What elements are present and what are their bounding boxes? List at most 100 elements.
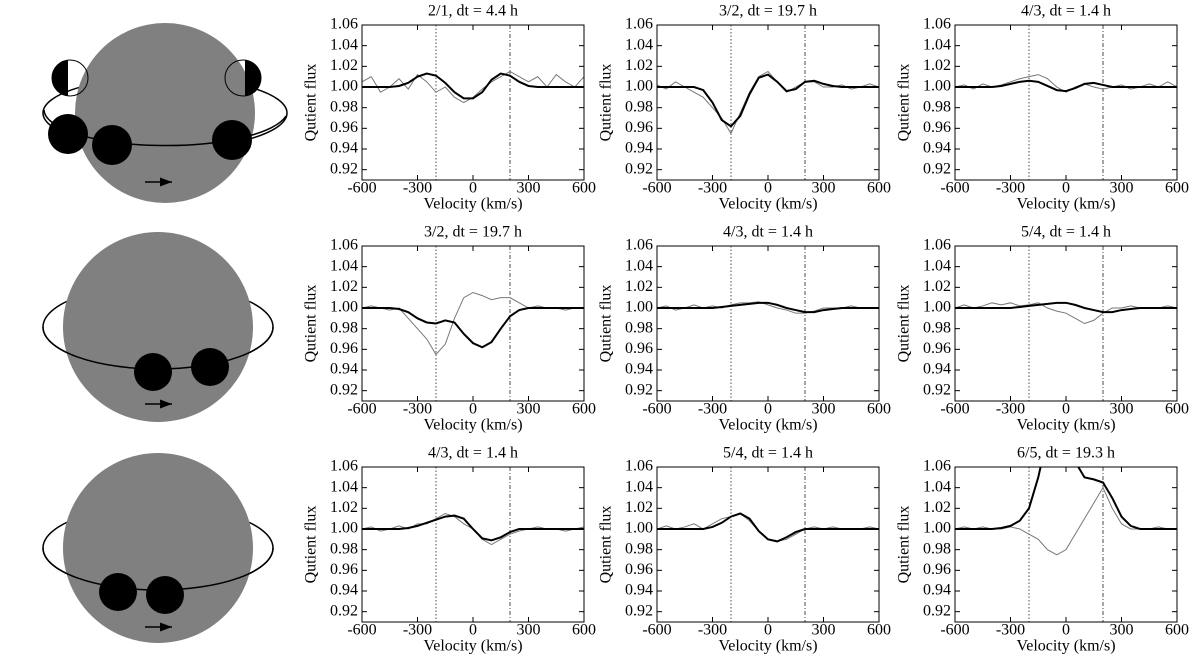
chart-title: 4/3, dt = 1.4 h: [428, 445, 518, 462]
y-tick-label: 0.92: [625, 381, 653, 398]
y-axis-label: Qutient flux: [896, 285, 913, 363]
y-tick-label: 1.00: [330, 78, 358, 95]
y-tick-label: 0.94: [625, 140, 653, 157]
chart-title: 5/4, dt = 1.4 h: [1021, 224, 1111, 241]
x-tick-label: 600: [1165, 180, 1189, 197]
plot-frame: [954, 245, 1178, 402]
y-tick-label: 0.96: [923, 561, 951, 578]
x-tick-label: -600: [940, 401, 969, 418]
y-tick-label: 1.06: [330, 16, 358, 33]
x-tick-label: -300: [996, 401, 1025, 418]
x-tick-label: 0: [764, 180, 772, 197]
y-tick-label: 1.04: [330, 478, 358, 495]
y-tick-label: 0.96: [625, 340, 653, 357]
x-tick-label: -300: [996, 180, 1025, 197]
x-tick-label: -300: [698, 401, 727, 418]
x-tick-label: 600: [572, 401, 596, 418]
x-tick-label: 0: [1062, 180, 1070, 197]
y-tick-label: 0.98: [625, 319, 653, 336]
y-tick-label: 0.94: [923, 582, 951, 599]
y-tick-label: 0.98: [625, 98, 653, 115]
x-tick-label: 300: [812, 401, 836, 418]
y-tick-label: 0.94: [330, 140, 358, 157]
plot-frame: [656, 466, 880, 623]
y-axis-label: Qutient flux: [303, 64, 320, 142]
x-tick-label: -600: [347, 622, 376, 639]
y-tick-label: 1.06: [625, 16, 653, 33]
chart-title: 2/1, dt = 4.4 h: [428, 3, 518, 20]
y-tick-label: 0.94: [330, 361, 358, 378]
y-axis-label: Qutient flux: [303, 285, 320, 363]
y-tick-label: 1.00: [923, 520, 951, 537]
y-tick-label: 1.06: [330, 237, 358, 254]
x-tick-label: -600: [940, 180, 969, 197]
x-axis-label: Velocity (km/s): [718, 417, 817, 434]
chart-title: 6/5, dt = 19.3 h: [1017, 445, 1115, 462]
chart-panel: 5/4, dt = 1.4 h Velocity (km/s) Qutient fl…: [598, 445, 891, 655]
y-tick-label: 1.02: [625, 57, 653, 74]
y-tick-label: 0.98: [330, 540, 358, 557]
y-axis-label: Qutient flux: [598, 506, 615, 584]
data-line: [657, 512, 879, 542]
y-tick-label: 1.04: [330, 257, 358, 274]
y-tick-label: 1.00: [923, 78, 951, 95]
y-axis-label: Qutient flux: [896, 506, 913, 584]
star-diagram: [42, 232, 274, 422]
x-tick-label: 600: [572, 622, 596, 639]
y-tick-label: 1.02: [923, 57, 951, 74]
data-line: [955, 486, 1177, 556]
y-tick-label: 1.06: [625, 458, 653, 475]
y-tick-label: 1.00: [625, 78, 653, 95]
chart-title: 4/3, dt = 1.4 h: [723, 224, 813, 241]
data-line: [362, 307, 584, 349]
y-tick-label: 0.92: [625, 160, 653, 177]
y-tick-label: 1.00: [923, 299, 951, 316]
data-line: [955, 79, 1177, 93]
star-diagram: [42, 23, 288, 203]
data-line: [955, 467, 1177, 530]
x-tick-label: -600: [347, 180, 376, 197]
data-line: [657, 70, 879, 135]
y-tick-label: 0.96: [330, 561, 358, 578]
y-tick-label: 0.98: [923, 319, 951, 336]
x-axis-label: Velocity (km/s): [718, 196, 817, 213]
chart-panel: 6/5, dt = 19.3 h Velocity (km/s) Qutient f…: [896, 445, 1189, 655]
y-tick-label: 1.02: [625, 499, 653, 516]
x-axis-label: Velocity (km/s): [1016, 196, 1115, 213]
y-tick-label: 0.94: [625, 361, 653, 378]
plot-frame: [361, 245, 585, 402]
x-tick-label: 300: [517, 401, 541, 418]
x-tick-label: 300: [1110, 622, 1134, 639]
chart-panel: 5/4, dt = 1.4 h Velocity (km/s) Qutient fl…: [896, 224, 1189, 434]
y-tick-label: 0.98: [330, 319, 358, 336]
x-tick-label: -300: [698, 622, 727, 639]
y-tick-label: 1.06: [923, 458, 951, 475]
y-tick-label: 1.02: [923, 278, 951, 295]
y-tick-label: 0.96: [625, 119, 653, 136]
y-tick-label: 1.02: [330, 278, 358, 295]
y-tick-label: 1.02: [625, 278, 653, 295]
y-tick-label: 1.04: [923, 257, 951, 274]
y-tick-label: 0.94: [625, 582, 653, 599]
x-axis-label: Velocity (km/s): [718, 638, 817, 655]
data-line: [955, 302, 1177, 325]
y-tick-label: 1.00: [330, 299, 358, 316]
x-tick-label: 0: [469, 622, 477, 639]
y-tick-label: 1.04: [625, 478, 653, 495]
y-tick-label: 0.98: [923, 98, 951, 115]
x-tick-label: 0: [764, 622, 772, 639]
x-axis-label: Velocity (km/s): [1016, 638, 1115, 655]
y-axis-label: Qutient flux: [896, 64, 913, 142]
y-tick-label: 1.00: [330, 520, 358, 537]
x-tick-label: 0: [469, 180, 477, 197]
y-tick-label: 1.04: [923, 36, 951, 53]
x-tick-label: -600: [642, 180, 671, 197]
x-tick-label: -300: [698, 180, 727, 197]
y-tick-label: 1.02: [923, 499, 951, 516]
y-tick-label: 1.06: [330, 458, 358, 475]
x-tick-label: 0: [764, 401, 772, 418]
y-tick-label: 0.94: [923, 361, 951, 378]
y-tick-label: 0.94: [330, 582, 358, 599]
y-tick-label: 0.92: [923, 160, 951, 177]
chart-panel: 3/2, dt = 19.7 h Velocity (km/s) Qutient f…: [303, 224, 596, 434]
